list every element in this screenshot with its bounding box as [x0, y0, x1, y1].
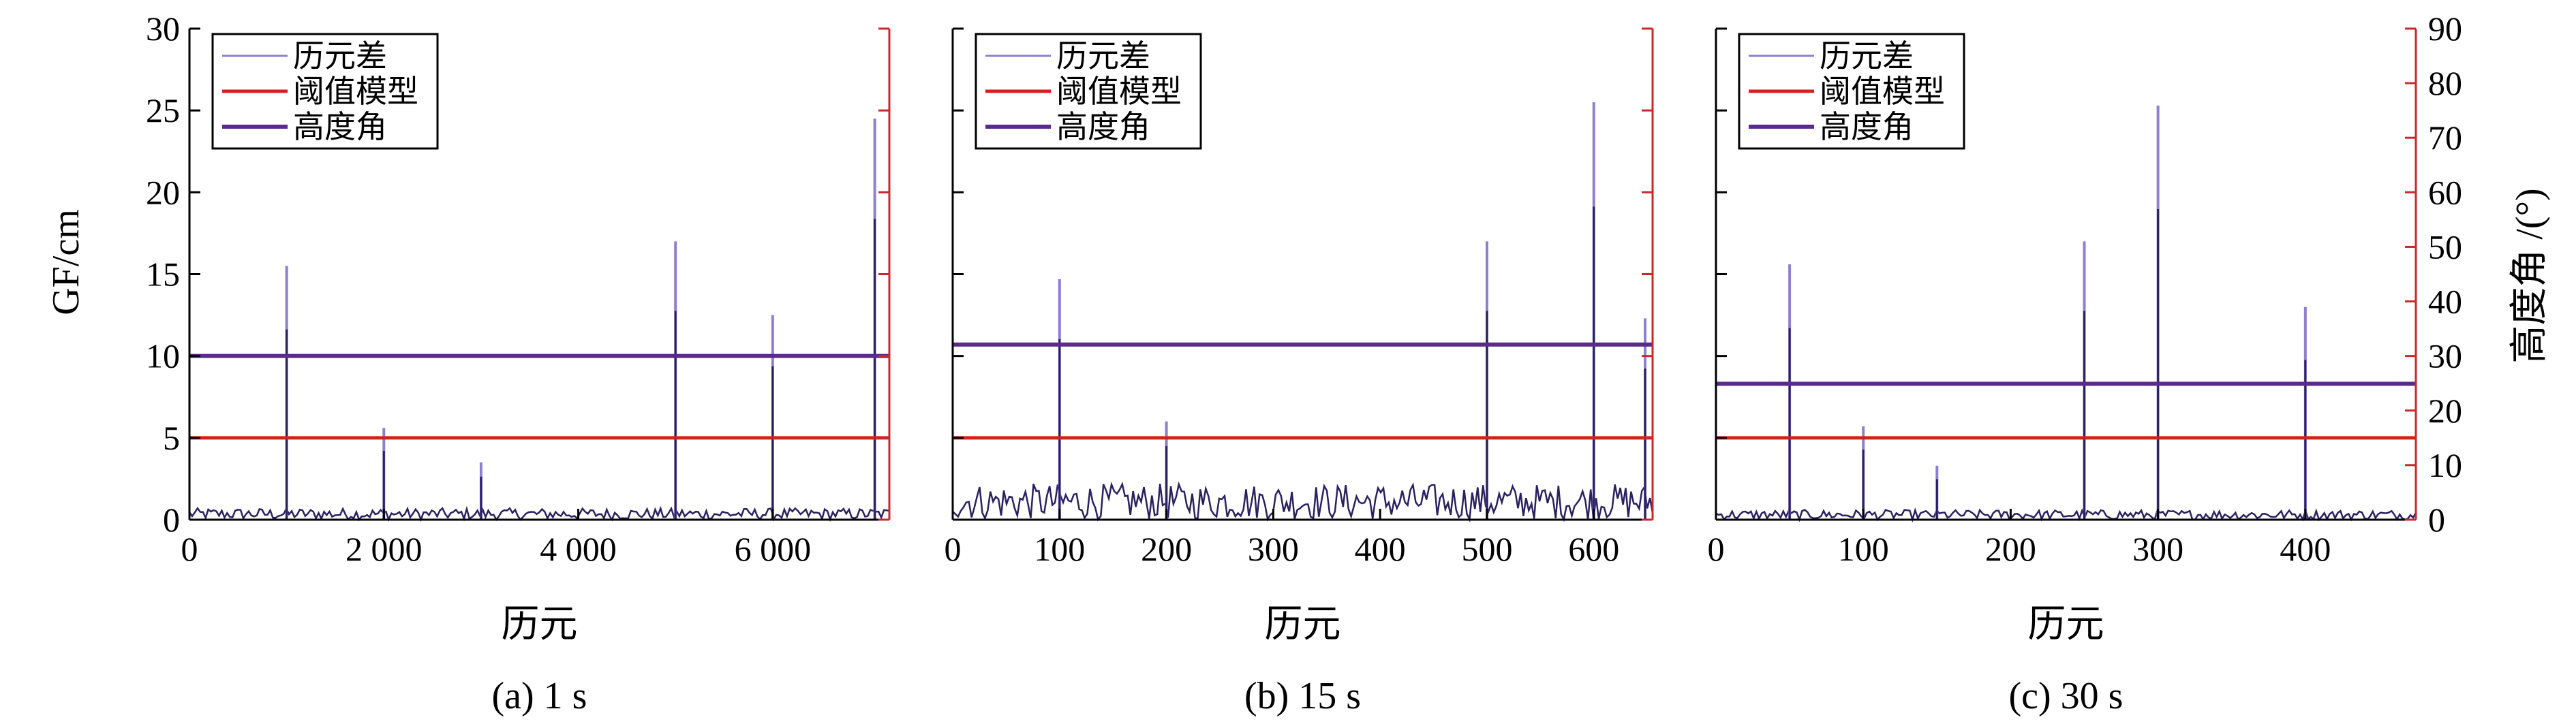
panel-caption: (a) 1 s — [492, 675, 587, 717]
x-tick-label: 200 — [1141, 530, 1192, 568]
legend-label: 阈值模型 — [1820, 73, 1945, 110]
y2-tick-label: 80 — [2428, 64, 2462, 102]
epoch-diff-noise — [952, 481, 1654, 523]
legend-label: 历元差 — [1820, 37, 1914, 74]
x-tick-label: 100 — [1838, 530, 1889, 568]
y-tick-label: 0 — [163, 501, 180, 539]
x-tick-label: 0 — [181, 530, 198, 568]
y2-tick-label: 90 — [2428, 10, 2462, 48]
x-axis-title: 历元 — [2028, 603, 2104, 646]
y2-tick-label: 60 — [2428, 173, 2462, 211]
y2-tick-label: 0 — [2428, 501, 2445, 539]
legend-label: 高度角 — [1056, 108, 1150, 145]
y2-tick-label: 40 — [2428, 283, 2462, 321]
panel-caption: (c) 30 s — [2009, 675, 2123, 717]
x-tick-label: 6 000 — [735, 530, 812, 568]
legend-label: 阈值模型 — [293, 73, 418, 110]
legend-label: 历元差 — [1056, 37, 1150, 74]
chart-panel-1: 0 5 10 15 20 25 30 0 2 000 4 000 6 000 历元 (a) 1 s 历元差… — [146, 10, 891, 717]
epoch-diff-noise — [188, 505, 890, 522]
y-tick-label: 25 — [146, 91, 180, 129]
y-tick-label: 20 — [146, 173, 180, 211]
y2-tick-label: 30 — [2428, 337, 2462, 375]
y2-tick-label: 50 — [2428, 227, 2462, 266]
x-tick-label: 100 — [1034, 530, 1085, 568]
y-tick-label: 15 — [146, 255, 180, 294]
x-axis-title: 历元 — [1265, 603, 1341, 646]
x-tick-label: 300 — [1248, 530, 1299, 568]
left-axis-title: GF/cm — [45, 209, 87, 315]
legend-label: 历元差 — [293, 37, 387, 74]
x-tick-label: 2 000 — [346, 530, 423, 568]
x-tick-label: 500 — [1461, 530, 1512, 568]
y-tick-label: 30 — [146, 10, 180, 48]
y2-tick-label: 20 — [2428, 392, 2462, 430]
x-tick-label: 600 — [1568, 530, 1619, 568]
legend-label: 高度角 — [293, 108, 387, 145]
chart-panel-3: 0 10 20 30 40 50 60 70 80 90 0 100 200 300 400 历元 (c) 30… — [1708, 10, 2463, 717]
x-tick-label: 0 — [1708, 530, 1725, 568]
y-tick-label: 5 — [163, 419, 180, 457]
y-tick-label: 10 — [146, 337, 180, 375]
x-tick-label: 400 — [1355, 530, 1406, 568]
x-tick-label: 200 — [1985, 530, 2036, 568]
legend-label: 阈值模型 — [1056, 73, 1182, 110]
epoch-diff-noise — [1715, 507, 2417, 523]
y2-tick-label: 10 — [2428, 446, 2462, 484]
x-tick-label: 0 — [945, 530, 962, 568]
x-tick-label: 400 — [2280, 530, 2331, 568]
legend-label: 高度角 — [1820, 108, 1914, 145]
x-axis-title: 历元 — [502, 603, 578, 646]
x-tick-label: 300 — [2132, 530, 2183, 568]
y2-tick-label: 70 — [2428, 119, 2462, 157]
right-axis-title: 高度角 /(°) — [2509, 188, 2551, 363]
x-tick-label: 4 000 — [540, 530, 617, 568]
panel-caption: (b) 15 s — [1244, 675, 1361, 717]
